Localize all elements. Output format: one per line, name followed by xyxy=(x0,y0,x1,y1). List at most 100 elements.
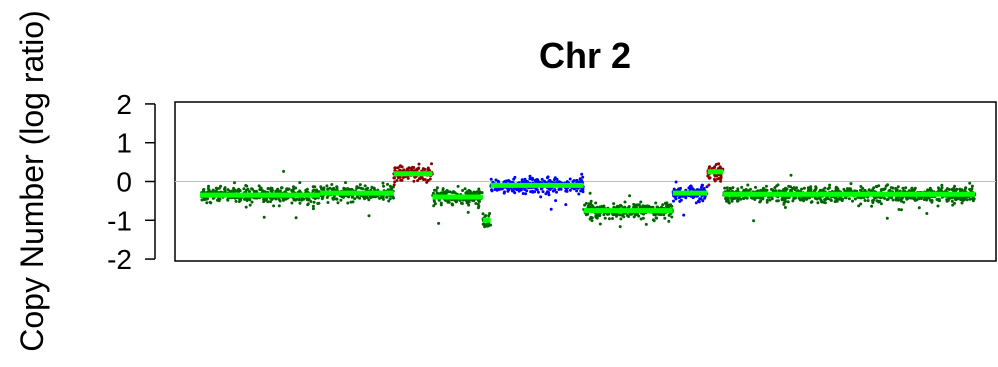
data-point xyxy=(618,225,622,229)
data-point xyxy=(940,189,944,193)
y-tick-label: 1 xyxy=(116,128,132,159)
data-point xyxy=(238,197,242,201)
data-point xyxy=(266,200,270,204)
data-point xyxy=(439,191,443,195)
data-point xyxy=(474,190,478,194)
data-point xyxy=(605,212,609,216)
data-point xyxy=(325,184,329,188)
data-point xyxy=(741,196,745,200)
data-point xyxy=(901,196,904,200)
data-point xyxy=(281,197,285,200)
data-point xyxy=(906,196,910,200)
data-point xyxy=(707,183,711,187)
data-point xyxy=(320,188,324,191)
data-point xyxy=(580,172,584,176)
data-point xyxy=(319,185,323,189)
data-point xyxy=(209,201,213,205)
data-point xyxy=(701,199,705,203)
data-point xyxy=(615,214,618,218)
data-point xyxy=(557,180,561,184)
data-point xyxy=(388,197,392,201)
data-point xyxy=(961,199,965,203)
data-point xyxy=(926,189,930,193)
y-tick-label: 2 xyxy=(116,89,132,120)
data-point xyxy=(223,187,227,191)
data-point xyxy=(589,199,593,203)
data-point xyxy=(701,183,705,187)
data-point xyxy=(233,181,236,185)
data-point xyxy=(554,199,558,203)
data-point xyxy=(667,203,671,207)
data-point xyxy=(719,175,723,179)
data-point xyxy=(824,197,828,201)
data-point xyxy=(467,203,471,207)
data-point xyxy=(422,178,425,181)
data-point xyxy=(764,188,767,192)
data-point xyxy=(226,188,230,192)
data-point xyxy=(539,187,543,191)
data-point xyxy=(641,204,645,208)
data-point xyxy=(248,190,251,193)
data-point xyxy=(431,191,435,195)
data-point xyxy=(595,205,599,209)
data-point xyxy=(872,186,876,190)
data-point xyxy=(389,188,393,192)
data-point xyxy=(611,217,614,220)
data-point xyxy=(396,166,400,170)
data-point xyxy=(644,222,648,226)
data-point xyxy=(632,202,636,206)
data-point xyxy=(300,197,304,201)
data-point xyxy=(746,189,750,193)
data-point xyxy=(568,188,572,192)
data-point xyxy=(809,185,813,189)
data-point xyxy=(234,199,238,203)
data-point xyxy=(623,205,627,209)
data-point xyxy=(802,186,806,190)
data-point xyxy=(713,174,717,178)
data-point xyxy=(883,196,886,200)
data-point xyxy=(588,191,592,195)
data-point xyxy=(663,216,667,220)
data-point xyxy=(971,199,975,203)
data-point xyxy=(842,187,846,191)
data-point xyxy=(448,190,452,194)
data-point xyxy=(484,214,488,218)
data-point xyxy=(758,200,762,204)
data-point xyxy=(200,198,204,202)
data-point xyxy=(523,177,527,181)
data-point xyxy=(441,188,445,192)
data-point xyxy=(434,188,438,192)
data-point xyxy=(521,192,525,195)
data-point xyxy=(945,199,949,203)
data-point xyxy=(952,188,956,192)
data-point xyxy=(809,200,813,204)
data-point xyxy=(494,187,498,191)
data-point xyxy=(277,204,281,208)
data-point xyxy=(859,202,863,206)
data-point xyxy=(713,179,717,183)
data-point xyxy=(306,202,310,206)
data-point xyxy=(309,200,313,203)
data-point xyxy=(442,191,446,195)
data-point xyxy=(306,198,310,202)
data-point xyxy=(587,205,591,209)
data-point xyxy=(968,181,972,185)
data-point xyxy=(697,199,700,203)
data-point xyxy=(346,187,349,191)
data-point xyxy=(761,186,765,190)
data-point xyxy=(215,187,219,191)
data-point xyxy=(430,162,433,166)
data-point xyxy=(598,222,602,226)
data-point xyxy=(600,204,604,208)
y-tick-label: 0 xyxy=(116,167,132,198)
data-point xyxy=(663,201,667,205)
data-point xyxy=(706,174,710,178)
data-point xyxy=(575,179,579,182)
data-point xyxy=(380,195,384,199)
data-point xyxy=(628,194,632,198)
data-point xyxy=(358,183,362,187)
data-point xyxy=(575,189,579,193)
data-point xyxy=(672,187,676,191)
data-point xyxy=(735,199,739,203)
data-point xyxy=(358,196,362,200)
